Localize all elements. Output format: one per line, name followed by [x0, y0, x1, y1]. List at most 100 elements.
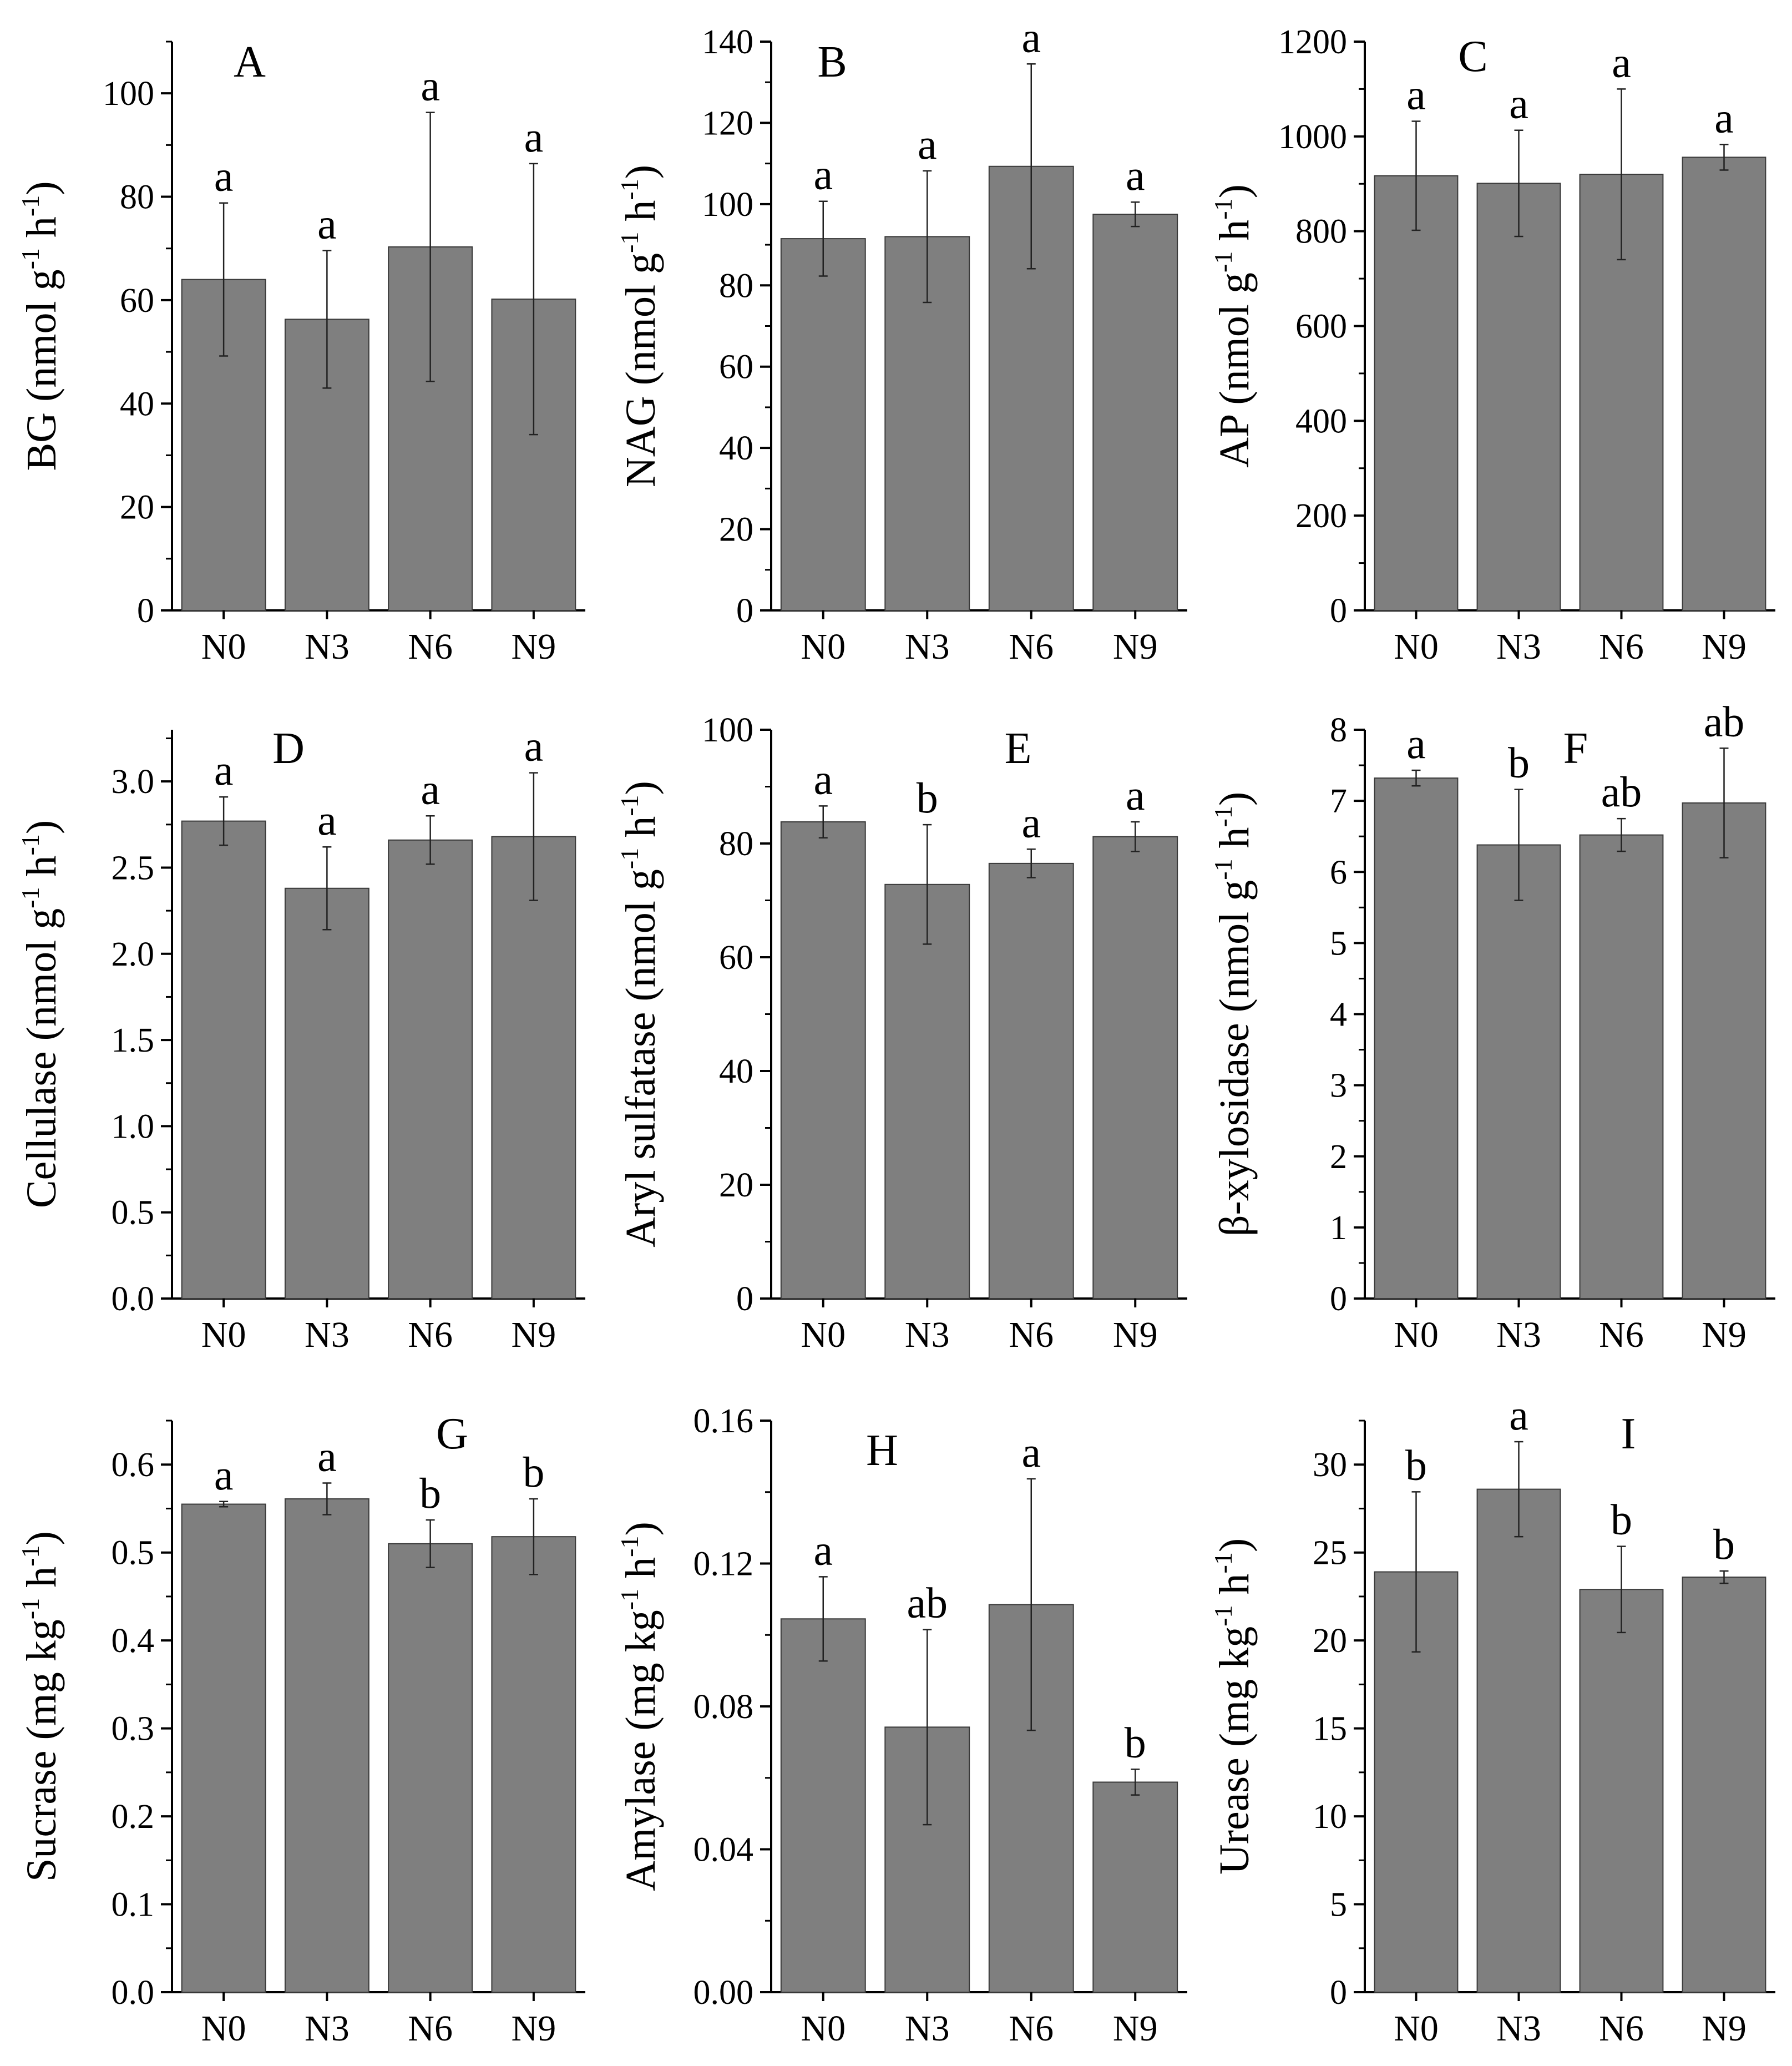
significance-letter: a	[813, 1525, 833, 1574]
significance-letter: a	[1406, 719, 1426, 767]
x-tick-label: N9	[1702, 627, 1747, 667]
bar	[181, 820, 266, 1299]
y-tick-label: 0.2	[112, 1798, 155, 1836]
y-axis-title: AP (nmol g-1 h-1)	[1209, 184, 1258, 468]
y-tick-label: 20	[719, 511, 753, 549]
x-tick-label: N0	[1394, 627, 1439, 667]
y-tick-label: 60	[719, 939, 753, 977]
significance-letter: a	[421, 62, 440, 110]
y-axis-title-main: BG (nmol g	[18, 269, 65, 471]
panel-H: 0.00 0.04 0.08 0.12 0.16 a N0 ab N3 a N6 b N9 H Amylas…	[615, 1402, 1187, 2049]
x-tick-label: N6	[408, 2008, 453, 2049]
significance-letter: a	[317, 1432, 337, 1481]
y-tick-label: 1000	[1278, 118, 1347, 156]
significance-letter: b	[1125, 1718, 1146, 1766]
y-tick-label: 25	[1313, 1534, 1347, 1572]
y-axis-title-end: )	[617, 1522, 664, 1535]
x-tick-label: N0	[801, 627, 846, 667]
panel-F: 0 1 2 3 4 5 6 7 8 a N0 b N3 ab N6 ab N9 Fβ-xylosidase (nm…	[1209, 697, 1775, 1355]
y-axis-title-sup: -1	[1209, 806, 1237, 827]
bar	[1374, 777, 1459, 1299]
y-axis-title-sup: -1	[615, 795, 644, 816]
panel-label: H	[866, 1426, 898, 1475]
panel-label: B	[817, 38, 847, 87]
bar	[1476, 844, 1561, 1299]
y-axis-title-end: )	[18, 181, 65, 195]
y-tick-label: 100	[702, 711, 753, 749]
x-tick-label: N9	[512, 627, 556, 667]
y-tick-label: 1	[1330, 1209, 1347, 1247]
x-tick-label: N3	[1496, 627, 1541, 667]
y-tick-label: 2	[1330, 1138, 1347, 1176]
y-tick-label: 60	[719, 348, 753, 386]
x-tick-label: N6	[408, 1315, 453, 1355]
bar	[1682, 802, 1766, 1299]
y-axis-title-main: β-xylosidase (nmol g	[1211, 880, 1258, 1236]
y-axis-title-sup: -1	[16, 1598, 44, 1619]
y-axis-title: Sucrase (mg kg-1 h-1)	[16, 1531, 65, 1882]
x-tick-label: N3	[305, 627, 350, 667]
significance-letter: b	[523, 1448, 544, 1496]
y-axis-title-end: )	[617, 781, 664, 795]
x-tick-label: N0	[1394, 1315, 1439, 1355]
y-axis-title-main: Aryl sulfatase (nmol g	[617, 869, 664, 1247]
y-axis-title: Urease (mg kg-1 h-1)	[1209, 1538, 1258, 1875]
y-axis-title-sup: -1	[16, 248, 44, 269]
y-tick-label: 0.3	[112, 1710, 155, 1748]
x-tick-label: N9	[1702, 2008, 1747, 2049]
y-tick-label: 80	[719, 267, 753, 305]
bar	[491, 1536, 576, 1993]
y-tick-label: 120	[702, 104, 753, 142]
significance-letter: b	[1405, 1441, 1427, 1489]
y-axis-title-sup: -1	[615, 1536, 644, 1557]
y-tick-label: 0.4	[112, 1622, 155, 1660]
y-tick-label: 80	[719, 825, 753, 863]
y-axis-title-mid: h	[18, 855, 65, 887]
x-tick-label: N0	[201, 2008, 246, 2049]
y-tick-label: 100	[103, 75, 154, 113]
y-tick-label: 400	[1295, 402, 1347, 440]
x-tick-label: N6	[1009, 1315, 1054, 1355]
y-tick-label: 0.00	[693, 1974, 754, 2012]
significance-letter: a	[1509, 79, 1528, 128]
y-axis-title: NAG (nmol g-1 h-1)	[615, 165, 664, 487]
x-tick-label: N6	[1009, 627, 1054, 667]
y-tick-label: 0.6	[112, 1446, 155, 1484]
panel-label: D	[272, 724, 305, 773]
y-axis-title-main: AP (nmol g	[1211, 272, 1258, 468]
significance-letter: a	[317, 199, 337, 247]
y-axis-title-sup: -1	[1209, 858, 1237, 880]
y-tick-label: 0.0	[112, 1280, 155, 1318]
panel-label: A	[234, 38, 266, 87]
y-tick-label: 7	[1330, 782, 1347, 820]
y-tick-label: 600	[1295, 308, 1347, 346]
significance-letter: a	[524, 722, 544, 770]
y-axis-title-mid: h	[1211, 1573, 1258, 1605]
y-axis-title-sup: -1	[615, 179, 644, 200]
y-tick-label: 6	[1330, 853, 1347, 891]
y-tick-label: 40	[120, 385, 154, 423]
y-axis-title-sup: -1	[615, 1589, 644, 1610]
y-axis-title-mid: h	[18, 216, 65, 248]
bar	[1476, 183, 1561, 612]
significance-letter: a	[813, 755, 833, 803]
x-tick-label: N0	[201, 1315, 246, 1355]
y-tick-label: 5	[1330, 1886, 1347, 1924]
y-tick-label: 200	[1295, 497, 1347, 535]
x-tick-label: N6	[1599, 1315, 1644, 1355]
y-tick-label: 0.5	[112, 1194, 155, 1232]
x-tick-label: N3	[305, 1315, 350, 1355]
y-tick-label: 2.5	[112, 849, 155, 887]
y-tick-label: 10	[1313, 1798, 1347, 1836]
panel-E: 0 20 40 60 80 100 a N0 b N3 a N6 a N9 E Aryl sulfatase …	[615, 711, 1187, 1355]
x-tick-label: N9	[1702, 1315, 1747, 1355]
y-axis-title-main: Cellulase (nmol g	[18, 908, 65, 1208]
y-tick-label: 0	[1330, 1280, 1347, 1318]
y-tick-label: 800	[1295, 213, 1347, 251]
significance-letter: a	[1021, 1428, 1041, 1476]
significance-letter: a	[1126, 771, 1145, 819]
y-tick-label: 30	[1313, 1446, 1347, 1484]
significance-letter: a	[1612, 38, 1631, 86]
significance-letter: a	[524, 113, 544, 161]
bar	[181, 1503, 266, 1993]
